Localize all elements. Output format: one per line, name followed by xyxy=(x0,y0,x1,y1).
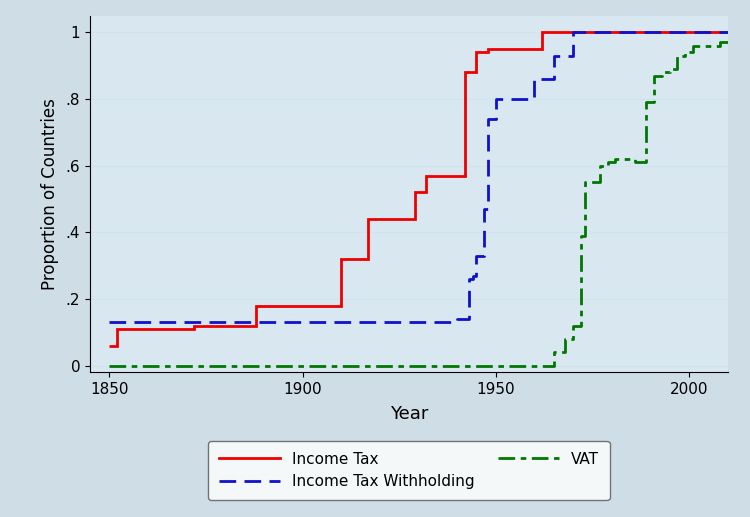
X-axis label: Year: Year xyxy=(389,405,428,423)
Y-axis label: Proportion of Countries: Proportion of Countries xyxy=(40,98,58,290)
Legend: Income Tax, Income Tax Withholding, VAT: Income Tax, Income Tax Withholding, VAT xyxy=(208,441,610,500)
